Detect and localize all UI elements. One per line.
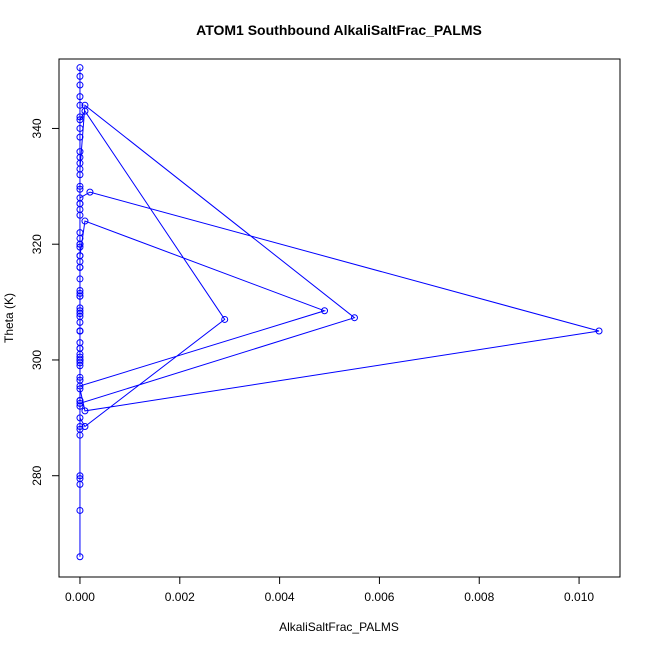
data-point: [76, 185, 84, 193]
series-line: [79, 67, 600, 557]
x-tick-label: 0.008: [464, 590, 494, 604]
data-point: [76, 275, 84, 283]
data-point: [76, 414, 84, 422]
data-point: [76, 101, 84, 109]
data-point: [76, 327, 84, 335]
data-point: [76, 356, 84, 364]
chart-title: ATOM1 Southbound AlkaliSaltFrac_PALMS: [196, 22, 482, 38]
data-point: [86, 188, 94, 196]
data-point: [81, 217, 89, 225]
y-tick-label: 320: [30, 234, 44, 254]
data-point: [76, 211, 84, 219]
data-point: [76, 472, 84, 480]
data-point: [81, 407, 89, 415]
data-point: [76, 240, 84, 248]
y-tick-label: 300: [30, 350, 44, 370]
x-tick-label: 0.002: [165, 590, 195, 604]
data-point: [76, 425, 84, 433]
y-axis-label: Theta (K): [2, 293, 16, 343]
data-point: [76, 148, 84, 156]
data-point: [76, 81, 84, 89]
series-layer: [76, 64, 603, 561]
data-point: [76, 307, 84, 315]
data-point: [350, 314, 358, 322]
data-point: [76, 93, 84, 101]
data-point: [76, 133, 84, 141]
data-point: [76, 116, 84, 124]
data-point: [76, 385, 84, 393]
data-point: [76, 113, 84, 121]
plot-frame: [58, 58, 621, 578]
data-point: [221, 315, 229, 323]
data-point: [76, 182, 84, 190]
x-axis: 0.000 0.002 0.004 0.006 0.008 0.010: [65, 577, 594, 604]
data-point: [81, 101, 89, 109]
data-point: [76, 243, 84, 251]
data-point: [76, 64, 84, 72]
data-point: [76, 344, 84, 352]
data-point: [595, 327, 603, 335]
x-axis-label: AlkaliSaltFrac_PALMS: [279, 620, 399, 634]
data-point: [76, 194, 84, 202]
data-point: [76, 373, 84, 381]
y-tick-label: 280: [30, 465, 44, 485]
data-point: [81, 423, 89, 431]
data-point: [76, 396, 84, 404]
data-point: [76, 289, 84, 297]
data-point: [76, 475, 84, 483]
data-point: [76, 399, 84, 407]
data-point: [76, 382, 84, 390]
data-point: [76, 553, 84, 561]
x-tick-label: 0.004: [265, 590, 295, 604]
data-point: [76, 124, 84, 132]
data-point: [76, 263, 84, 271]
x-tick-label: 0.000: [65, 590, 95, 604]
data-point: [76, 353, 84, 361]
data-point: [76, 292, 84, 300]
data-point: [76, 506, 84, 514]
data-point: [321, 307, 329, 315]
x-tick-label: 0.006: [364, 590, 394, 604]
data-point: [76, 423, 84, 431]
y-axis: 280 300 320 340: [30, 118, 59, 486]
x-tick-label: 0.010: [564, 590, 594, 604]
data-point: [76, 72, 84, 80]
data-point: [76, 304, 84, 312]
data-point: [76, 171, 84, 179]
y-tick-label: 340: [30, 118, 44, 138]
